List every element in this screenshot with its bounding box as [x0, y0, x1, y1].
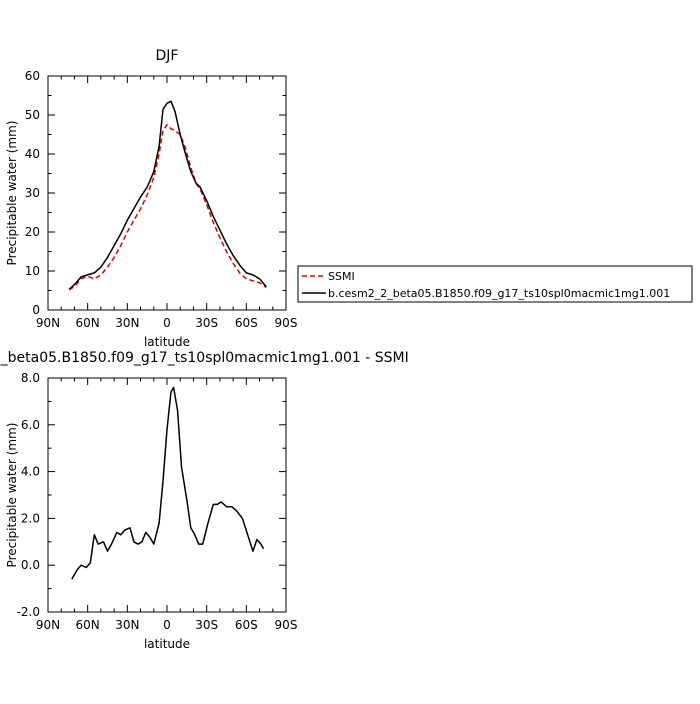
x-tick-label: 60N — [76, 316, 100, 330]
y-tick-label: 6.0 — [21, 418, 40, 432]
series-line-0 — [71, 386, 265, 580]
y-axis-label: Precipitable water (mm) — [5, 121, 19, 266]
y-tick-label: 10 — [25, 264, 40, 278]
x-tick-label: 60S — [235, 316, 258, 330]
legend-label-1: b.cesm2_2_beta05.B1850.f09_g17_ts10spl0m… — [328, 287, 670, 300]
chart-title: b.cesm2_2_beta05.B1850.f09_g17_ts10spl0m… — [0, 350, 409, 366]
y-tick-label: 0 — [32, 303, 40, 317]
y-tick-label: 0.0 — [21, 558, 40, 572]
y-tick-label: 2.0 — [21, 511, 40, 525]
x-tick-label: 60S — [235, 618, 258, 632]
plot-frame — [47, 75, 287, 311]
x-tick-label: 30S — [195, 316, 218, 330]
bottom-panel: 90N 60N 30N 0 30S 60S 90S -2.0 0.0 2.0 4.0 6.0 8.0 b.… — [0, 350, 409, 651]
x-tick-label: 60N — [76, 618, 100, 632]
top-panel: 90N 60N 30N 0 30S 60S 90S 0 10 20 30 40 50 60 DJF latit… — [5, 48, 297, 349]
legend-label-0: SSMI — [328, 270, 355, 283]
legend-box — [297, 265, 693, 303]
x-tick-label: 30S — [195, 618, 218, 632]
y-axis-label: Precipitable water (mm) — [5, 423, 19, 568]
x-axis-label: latitude — [144, 335, 190, 349]
x-tick-label: 90N — [36, 316, 60, 330]
x-axis-label: latitude — [144, 637, 190, 651]
y-tick-label: 8.0 — [21, 371, 40, 385]
chart-title: DJF — [156, 48, 179, 64]
y-tick-label: 20 — [25, 225, 40, 239]
y-tick-label: -2.0 — [17, 605, 40, 619]
y-tick-label: 40 — [25, 147, 40, 161]
series-line-1 — [68, 100, 267, 290]
x-tick-label: 30N — [115, 316, 139, 330]
x-tick-label: 0 — [163, 316, 171, 330]
y-tick-label: 50 — [25, 108, 40, 122]
x-tick-label: 0 — [163, 618, 171, 632]
legend: SSMI b.cesm2_2_beta05.B1850.f09_g17_ts10s… — [297, 265, 693, 303]
x-tick-label: 90N — [36, 618, 60, 632]
series-line-0 — [68, 124, 267, 291]
y-tick-label: 4.0 — [21, 465, 40, 479]
plot-frame — [47, 377, 287, 613]
x-tick-label: 90S — [275, 618, 298, 632]
x-tick-label: 30N — [115, 618, 139, 632]
y-tick-label: 30 — [25, 186, 40, 200]
y-tick-label: 60 — [25, 69, 40, 83]
x-tick-label: 90S — [275, 316, 298, 330]
